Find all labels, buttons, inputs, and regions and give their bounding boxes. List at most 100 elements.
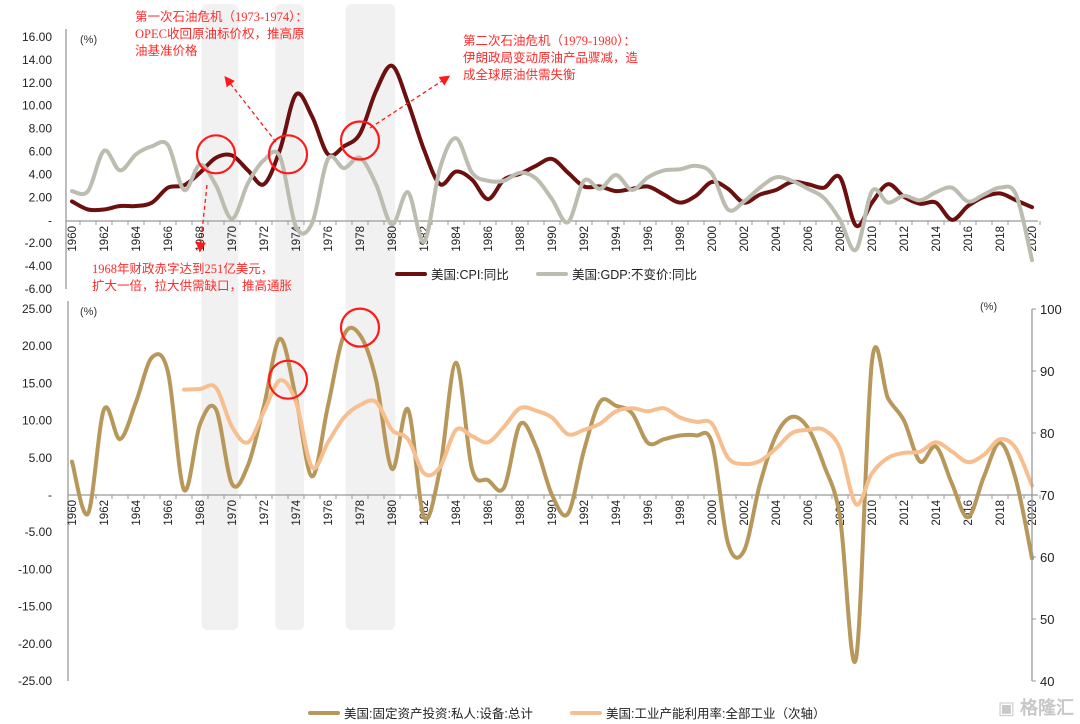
annotation-oil-crisis-2: 第二次石油危机（1979-1980）： 伊朗政局变动原油产品骤减，造 成全球原油… (463, 33, 638, 84)
x-tick-label: 1998 (675, 226, 687, 252)
annotation-oil-crisis-1: 第一次石油危机（1973-1974）： OPEC收回原油标价权，推高原 油基准价… (135, 9, 308, 60)
y-tick-label: -10.00 (18, 562, 52, 576)
x-tick-label: 2004 (771, 225, 783, 251)
y-tick-label: 6.00 (29, 145, 53, 159)
x-tick-label: 1964 (131, 499, 143, 525)
x-tick-label: 1980 (387, 226, 399, 252)
x-tick-label: 1960 (67, 226, 79, 252)
highlight-circle (339, 120, 381, 161)
annotation-line: 1968年财政赤字达到251亿美元， (92, 262, 274, 276)
y-tick-label: 12.00 (22, 76, 52, 90)
x-tick-label: 1968 (195, 226, 207, 252)
y-tick-label: -5.00 (25, 525, 53, 539)
x-tick-label: 1994 (611, 225, 623, 251)
x-tick-label: 1986 (483, 226, 495, 252)
y-tick-label: 2.00 (29, 190, 53, 204)
x-tick-label: 1970 (227, 226, 239, 252)
x-tick-label: 2006 (803, 500, 815, 526)
x-tick-label: 1964 (131, 225, 143, 251)
x-tick-label: 1976 (323, 500, 335, 526)
legend-swatch (395, 271, 427, 276)
series-line-2 (182, 378, 1034, 507)
annotation-line: 扩大一倍，拉大供需缺口，推高通胀 (92, 279, 293, 293)
legend-label: 美国:GDP:不变价:同比 (572, 268, 698, 282)
y-tick-label: -2.00 (25, 236, 53, 250)
y-right-tick-label: 50 (1040, 612, 1054, 627)
x-tick-label: 1978 (355, 226, 367, 252)
legend-label: 美国:固定资产投资:私人:设备:总计 (344, 707, 533, 721)
x-tick-label: 1996 (643, 500, 655, 526)
x-tick-label: 2012 (899, 226, 911, 252)
x-tick-label: 2012 (899, 500, 911, 526)
x-tick-label: 2002 (739, 500, 751, 526)
y-right-tick-label: 90 (1040, 364, 1054, 379)
x-tick-label: 1966 (163, 500, 175, 526)
y-unit-label: (%) (80, 306, 97, 318)
shaded-period (201, 4, 239, 630)
y-tick-label: -4.00 (25, 259, 53, 273)
x-tick-label: 1984 (451, 499, 463, 525)
y-right-tick-label: 40 (1040, 674, 1054, 689)
x-tick-label: 1962 (99, 500, 111, 526)
y-tick-label: 8.00 (29, 122, 53, 136)
y-tick-label: 5.00 (29, 451, 53, 465)
x-tick-label: 1972 (259, 500, 271, 526)
x-tick-label: 1992 (579, 500, 591, 526)
y-tick-label: -6.00 (25, 282, 53, 296)
y-tick-label: -20.00 (18, 637, 52, 651)
legend-swatch (570, 710, 602, 715)
annotation-arrow (195, 184, 208, 253)
x-tick-label: 1974 (291, 499, 303, 525)
x-tick-label: 2006 (803, 226, 815, 252)
x-tick-label: 2004 (771, 499, 783, 525)
annotation-line: 伊朗政局变动原油产品骤减，造 (463, 51, 639, 65)
y-tick-label: 14.00 (22, 53, 52, 67)
x-tick-label: 1978 (355, 500, 367, 526)
x-tick-label: 1980 (387, 500, 399, 526)
x-tick-label: 2018 (995, 500, 1007, 526)
y-right-unit-label: (%) (980, 301, 997, 313)
legend-gdp: 美国:GDP:不变价:同比 (536, 264, 697, 283)
annotation-line: OPEC收回原油标价权，推高原 (135, 27, 305, 41)
y-tick-label: 10.00 (22, 99, 52, 113)
y-tick-label: 10.00 (22, 414, 52, 428)
highlight-circle (267, 134, 309, 175)
y-tick-label: -15.00 (18, 600, 52, 614)
x-tick-label: 1990 (547, 226, 559, 252)
y-right-tick-label: 70 (1040, 488, 1054, 503)
y-right-tick-label: 80 (1040, 426, 1054, 441)
legend-label: 美国:工业产能利用率:全部工业（次轴） (606, 707, 826, 721)
y-tick-label: 25.00 (22, 302, 52, 316)
annotation-deficit-1968: 1968年财政赤字达到251亿美元， 扩大一倍，拉大供需缺口，推高通胀 (92, 261, 292, 295)
annotation-line: 第二次石油危机（1979-1980）： (463, 34, 636, 48)
shaded-period (345, 4, 396, 630)
y-right-tick-label: 100 (1040, 302, 1062, 317)
highlight-circle (339, 307, 381, 348)
y-tick-label: - (48, 488, 52, 502)
legend-cpi: 美国:CPI:同比 (395, 264, 509, 283)
x-tick-label: 2000 (707, 500, 719, 526)
x-tick-label: 2014 (931, 225, 943, 251)
x-tick-label: 2010 (867, 500, 879, 526)
highlight-circle (195, 134, 237, 175)
annotation-line: 油基准价格 (135, 44, 198, 58)
shaded-period (275, 4, 304, 630)
x-tick-label: 1972 (259, 226, 271, 252)
annotation-line: 第一次石油危机（1973-1974）： (135, 10, 308, 24)
x-tick-label: 1968 (195, 500, 207, 526)
x-tick-label: 1970 (227, 500, 239, 526)
y-tick-label: 15.00 (22, 376, 52, 390)
x-tick-label: 1996 (643, 226, 655, 252)
x-tick-label: 1994 (611, 499, 623, 525)
x-tick-label: 2000 (707, 226, 719, 252)
x-tick-label: 1986 (483, 500, 495, 526)
x-tick-label: 2016 (963, 226, 975, 252)
x-tick-label: 1962 (99, 226, 111, 252)
y-tick-label: 20.00 (22, 339, 52, 353)
legend-swatch (308, 710, 340, 715)
x-tick-label: 2018 (995, 226, 1007, 252)
legend-equipment-investment: 美国:固定资产投资:私人:设备:总计 (308, 703, 533, 722)
x-tick-label: 1988 (515, 500, 527, 526)
